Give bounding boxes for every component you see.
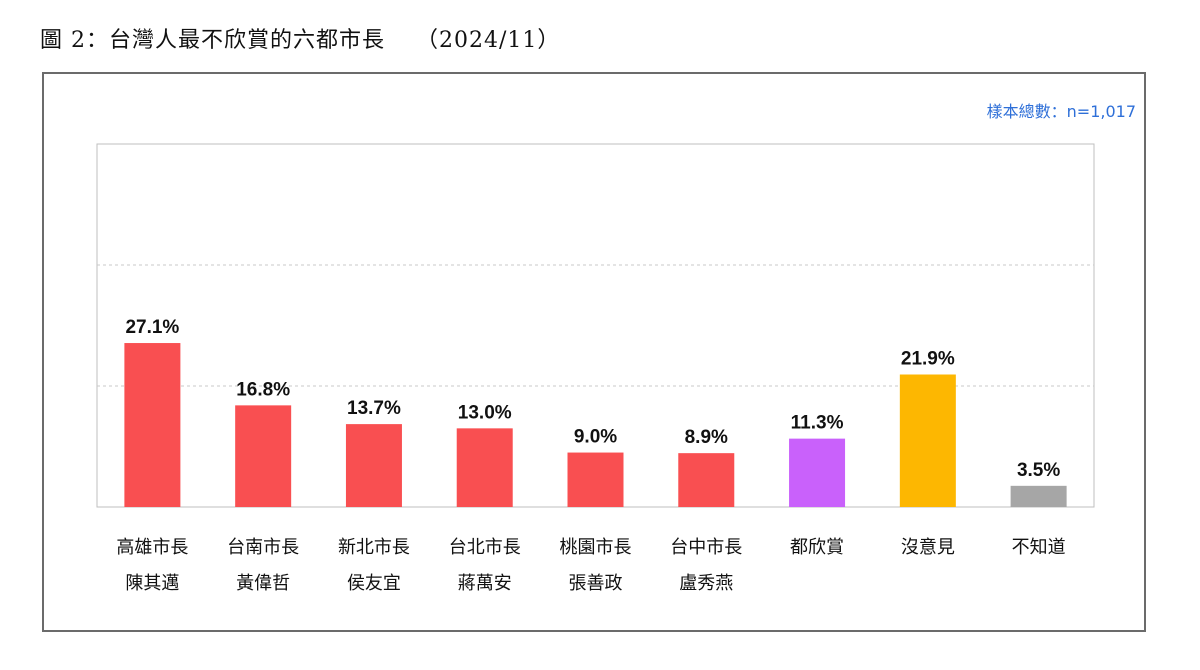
value-label: 3.5% (1017, 460, 1060, 481)
bar (567, 452, 624, 507)
category-label: 新北市長 (338, 537, 410, 558)
bar (899, 374, 956, 507)
category-label: 侯友宜 (347, 573, 401, 594)
category-label: 不知道 (1012, 537, 1066, 558)
bar (678, 453, 735, 507)
bar (789, 438, 846, 507)
category-label: 黃偉哲 (236, 573, 290, 594)
bar (235, 405, 292, 507)
category-label: 盧秀燕 (679, 573, 733, 594)
bar (345, 424, 402, 507)
category-label: 張善政 (569, 573, 623, 594)
chart-frame (42, 72, 1146, 632)
category-label: 台南市長 (227, 537, 299, 558)
bar (456, 428, 513, 507)
category-label: 台中市長 (670, 537, 742, 558)
value-labels: 27.1% 16.8% 13.7% 13.0% 9.0% 8.9% 11.3% 21.9% 3.… (125, 317, 1060, 481)
chart-title: 圖 2：台灣人最不欣賞的六都市長 （2024/11） (40, 28, 561, 53)
category-label: 陳其邁 (125, 573, 179, 594)
value-label: 8.9% (685, 427, 728, 448)
bar (124, 343, 181, 507)
sample-size-note: 樣本總數：n=1,017 (986, 102, 1136, 121)
value-label: 13.0% (458, 402, 512, 423)
value-label: 27.1% (125, 317, 179, 338)
value-label: 11.3% (791, 413, 844, 434)
category-label: 桃園市長 (560, 537, 632, 558)
category-label: 都欣賞 (790, 537, 844, 558)
value-label: 13.7% (347, 398, 401, 419)
value-label: 9.0% (574, 427, 617, 448)
bars (124, 343, 1067, 507)
bar (1010, 485, 1067, 507)
category-label: 高雄市長 (116, 537, 188, 558)
value-label: 16.8% (236, 379, 290, 400)
category-label: 台北市長 (449, 537, 521, 558)
value-label: 21.9% (901, 349, 955, 370)
category-label: 蔣萬安 (458, 573, 512, 594)
category-label: 沒意見 (901, 537, 955, 558)
